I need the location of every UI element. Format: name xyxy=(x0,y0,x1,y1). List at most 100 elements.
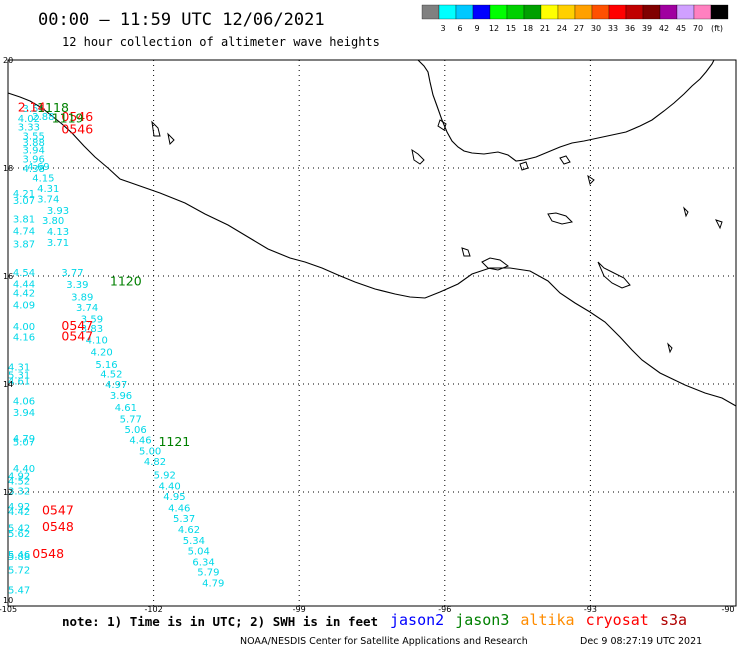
wave-height-value: 4.42 xyxy=(13,289,35,300)
wave-height-value: 4.95 xyxy=(163,492,185,503)
wave-height-value: 3.71 xyxy=(47,238,69,249)
wave-height-value: 5.37 xyxy=(173,514,195,525)
wave-height-value: 5.88 xyxy=(8,552,30,563)
wave-height-value: 4.46 xyxy=(168,503,190,514)
pass-time-label: 0548 xyxy=(42,519,74,534)
wave-height-value: 5.47 xyxy=(8,586,30,597)
pass-time-label: 0547 xyxy=(42,503,74,518)
wave-height-value: 3.59 xyxy=(81,314,103,325)
wave-height-value: 3.94 xyxy=(13,408,35,419)
wave-height-value: 4.40 xyxy=(158,481,180,492)
wave-height-value: 4.79 xyxy=(202,579,224,590)
pass-time-label: 1120 xyxy=(110,274,142,289)
wave-height-value: 4.52 xyxy=(100,370,122,381)
island xyxy=(411,148,425,165)
pass-time-label: 1119 xyxy=(52,111,84,126)
wave-height-value: 4.20 xyxy=(91,347,113,358)
wave-height-value: 4.46 xyxy=(129,435,151,446)
island xyxy=(667,342,673,354)
wave-height-value: 5.00 xyxy=(139,447,161,458)
observation-values: 3.544.023.333.553.883.943.964.384.694.15… xyxy=(8,104,224,597)
legend-swatch xyxy=(489,4,508,20)
legend-swatch xyxy=(659,4,678,20)
legend-swatch xyxy=(523,4,542,20)
legend-label: 15 xyxy=(506,24,516,33)
pass-time-label: 1118 xyxy=(37,100,69,115)
wave-height-value: 5.46 xyxy=(8,550,30,561)
coastline xyxy=(7,59,737,407)
lat-tick-label: 20 xyxy=(3,56,13,65)
wave-height-value: 4.42 xyxy=(8,507,30,518)
legend-label: 9 xyxy=(474,24,479,33)
wave-height-value: 6.34 xyxy=(192,557,214,568)
wave-height-value: 4.69 xyxy=(27,162,49,173)
wave-height-value: 3.96 xyxy=(23,155,45,166)
pass-time-labels: 1118054605461119112005470547112105470548… xyxy=(18,99,191,561)
wave-height-value: 3.77 xyxy=(61,268,83,279)
legend-label: 39 xyxy=(642,24,652,33)
legend-swatch xyxy=(506,4,525,20)
wave-height-value: 4.10 xyxy=(86,336,108,347)
legend-swatch xyxy=(438,4,457,20)
wave-height-value: 4.31 xyxy=(8,363,30,374)
legend-label: 21 xyxy=(540,24,550,33)
legend-label: 36 xyxy=(625,24,635,33)
axis-tick-labels: -105 -102 -99 -96 -93 -90 20 18 16 14 12 10 xyxy=(0,56,735,614)
legend-label: 18 xyxy=(523,24,533,33)
wave-height-value: 4.15 xyxy=(32,174,54,185)
wave-height-value: 3.96 xyxy=(110,391,132,402)
wave-height-value: 3.93 xyxy=(47,206,69,217)
pass-time-label: 0547 xyxy=(61,318,93,333)
map-frame xyxy=(7,59,737,607)
wave-height-value: 4.02 xyxy=(18,114,40,125)
legend-swatch xyxy=(591,4,610,20)
island xyxy=(559,155,571,165)
pass-time-label: 0546 xyxy=(61,121,93,136)
satellite-legend-item: s3a xyxy=(660,611,687,629)
satellite-legend-item: jason3 xyxy=(455,611,509,629)
wave-height-value: 3.89 xyxy=(71,292,93,303)
wave-height-value: 3.54 xyxy=(23,104,45,115)
legend-label: 42 xyxy=(659,24,669,33)
wave-height-value: 4.61 xyxy=(115,403,137,414)
wave-height-value: 3.74 xyxy=(37,195,59,206)
wave-height-value: 4.82 xyxy=(144,457,166,468)
lat-tick-label: 14 xyxy=(3,380,13,389)
lon-tick-label: -96 xyxy=(438,605,451,614)
legend-label: 27 xyxy=(574,24,584,33)
legend-swatch xyxy=(676,4,695,20)
footer-credit: NOAA/NESDIS Center for Satellite Applica… xyxy=(240,636,528,647)
wave-height-value: 4.97 xyxy=(105,380,127,391)
legend-swatch xyxy=(625,4,644,20)
island xyxy=(481,257,510,271)
wave-height-color-legend: 3 6 9 12 15 18 21 24 27 30 33 36 39 42 45 70 (ft) xyxy=(421,4,729,33)
wave-height-value: 3.74 xyxy=(76,303,98,314)
pass-time-label: 0546 xyxy=(61,109,93,124)
wave-height-value: 4.79 xyxy=(13,434,35,445)
legend-swatch xyxy=(557,4,576,20)
pass-time-label: 1121 xyxy=(158,434,190,449)
wave-height-value: 4.61 xyxy=(8,377,30,388)
pass-time-label: 2.14 xyxy=(18,99,46,114)
wave-height-value: 5.31 xyxy=(8,371,30,382)
wave-height-value: 5.04 xyxy=(188,547,210,558)
legend-label: 70 xyxy=(693,24,703,33)
wave-height-value: 4.92 xyxy=(8,472,30,483)
wave-height-value: 3.33 xyxy=(18,123,40,134)
island xyxy=(547,212,574,225)
page-title: 00:00 – 11:59 UTC 12/06/2021 xyxy=(38,10,325,30)
footer-timestamp: Dec 9 08:27:19 UTC 2021 xyxy=(580,636,702,647)
wave-height-value: 3.80 xyxy=(42,216,64,227)
legend-swatch xyxy=(574,4,593,20)
legend-label: 24 xyxy=(557,24,567,33)
lat-tick-label: 10 xyxy=(3,596,13,605)
wave-height-value: 4.74 xyxy=(13,226,35,237)
map-area: 3.544.023.333.553.883.943.964.384.694.15… xyxy=(0,56,737,614)
satellite-legend: jason2 jason3 altika cryosat s3a xyxy=(390,611,687,629)
wave-height-value: 3.39 xyxy=(66,280,88,291)
wave-height-value: 4.40 xyxy=(13,464,35,475)
wave-height-value: 4.54 xyxy=(13,268,35,279)
wave-height-value: 5.42 xyxy=(8,523,30,534)
island xyxy=(519,161,529,171)
wave-height-value: 5.34 xyxy=(183,536,205,547)
